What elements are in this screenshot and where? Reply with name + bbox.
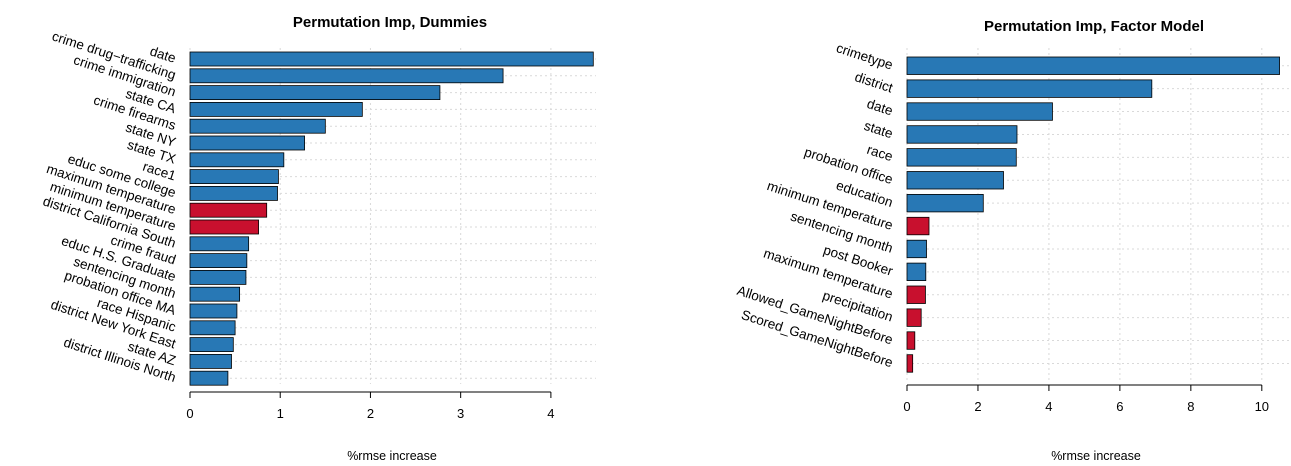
category-label: state: [862, 118, 894, 141]
bar: [189, 68, 504, 84]
bar: [189, 286, 241, 302]
bar: [189, 118, 326, 134]
bar: [906, 102, 1053, 121]
bar: [906, 262, 927, 282]
bar: [189, 51, 594, 67]
bar: [189, 202, 268, 218]
category-label: crimetype: [834, 40, 894, 72]
bar: [189, 135, 305, 151]
bar: [189, 320, 236, 336]
bar: [189, 85, 441, 100]
x-tick-label: 4: [547, 406, 554, 421]
bar: [906, 331, 916, 350]
x-tick-label: 6: [1116, 399, 1123, 414]
bar: [906, 216, 930, 236]
bar: [189, 303, 238, 319]
x-axis-label: %rmse increase: [347, 449, 437, 463]
x-tick-label: 2: [974, 399, 981, 414]
bar: [189, 102, 363, 117]
category-label: race: [865, 142, 895, 164]
chart-title: Permutation Imp, Factor Model: [984, 18, 1204, 35]
x-tick-label: 2: [367, 406, 374, 421]
bar: [189, 269, 247, 285]
bar: [189, 236, 250, 252]
bar: [906, 171, 1004, 190]
bar: [906, 79, 1153, 98]
bar: [189, 337, 234, 353]
x-tick-label: 0: [186, 406, 193, 421]
x-tick-label: 8: [1187, 399, 1194, 414]
bar: [189, 219, 259, 235]
chart-dummies: Permutation Imp, Dummies %rmse increase …: [41, 14, 596, 463]
bar: [906, 285, 926, 304]
x-tick-label: 0: [903, 399, 910, 414]
x-tick-label: 1: [277, 406, 284, 421]
bar: [906, 148, 1017, 167]
bar: [906, 308, 922, 327]
bar: [189, 370, 229, 386]
bar: [906, 56, 1280, 75]
bar: [906, 354, 914, 373]
bar: [189, 353, 232, 369]
bar: [189, 185, 278, 201]
bar: [189, 169, 279, 185]
x-tick-label: 4: [1045, 399, 1052, 414]
x-axis-label: %rmse increase: [1051, 449, 1141, 463]
bar: [906, 193, 984, 213]
bar: [906, 125, 1018, 144]
chart-title: Permutation Imp, Dummies: [293, 14, 487, 31]
bar: [906, 239, 927, 259]
x-tick-label: 10: [1255, 399, 1269, 414]
category-label: district: [853, 69, 895, 95]
bar: [189, 152, 285, 168]
chart-factor-model: Permutation Imp, Factor Model %rmse incr…: [735, 18, 1291, 463]
x-tick-label: 3: [457, 406, 464, 421]
category-label: date: [865, 96, 895, 118]
bar: [189, 253, 248, 269]
